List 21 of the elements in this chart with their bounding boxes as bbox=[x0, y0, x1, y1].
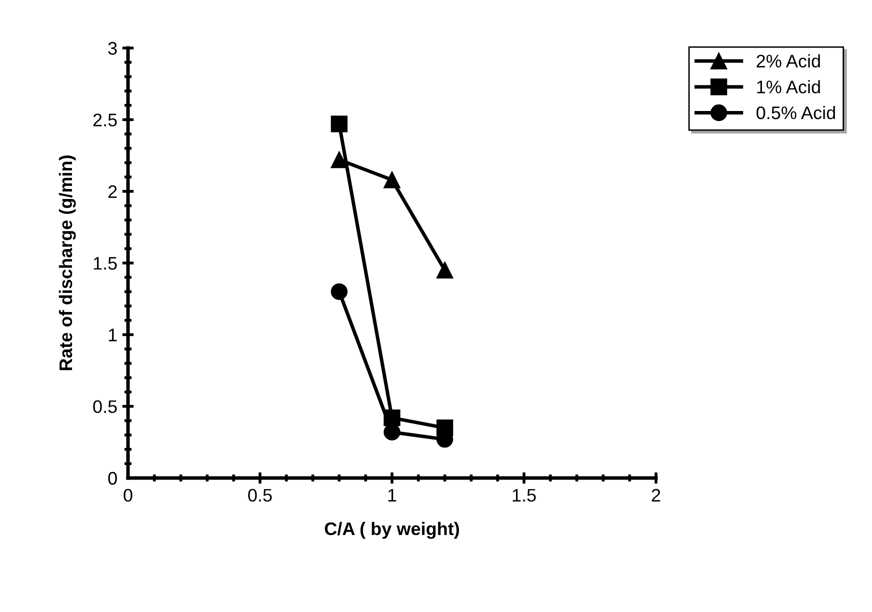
y-tick-label: 0.5 bbox=[93, 400, 117, 414]
x-tick-label: 0.5 bbox=[248, 488, 272, 502]
x-tick-label: 0 bbox=[124, 488, 132, 502]
x-tick-label: 1.5 bbox=[512, 489, 536, 502]
y-tick-label: 1 bbox=[108, 328, 117, 342]
y-tick-label: 2.5 bbox=[93, 114, 117, 126]
point bbox=[330, 283, 348, 300]
point bbox=[436, 262, 454, 278]
y-tick-label: 0 bbox=[108, 472, 117, 485]
x-tick-label: 2 bbox=[652, 488, 660, 502]
x-axis-title: C/A ( by weight) bbox=[324, 522, 459, 539]
legend-label: 0.5% Acid bbox=[756, 106, 835, 120]
legend-label: 1% Acid bbox=[757, 80, 820, 94]
legend-label: 2% Acid bbox=[756, 54, 820, 68]
point bbox=[384, 172, 400, 188]
y-axis-title: Rate of discharge (g/min) bbox=[58, 156, 76, 370]
y-tick-label: 2 bbox=[108, 185, 117, 198]
point bbox=[330, 116, 348, 132]
y-tick-label: 1.5 bbox=[94, 257, 117, 270]
x-tick-label: 1 bbox=[388, 489, 396, 502]
y-tick-label: 3 bbox=[108, 42, 117, 55]
